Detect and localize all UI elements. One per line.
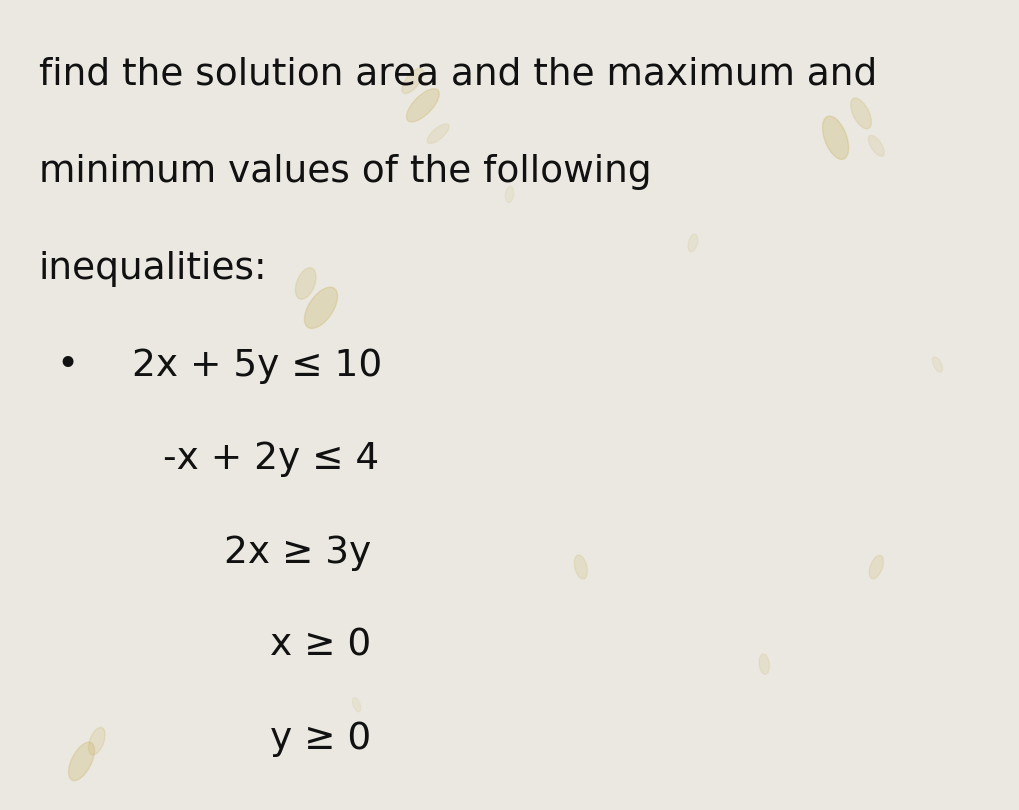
Ellipse shape bbox=[575, 555, 587, 579]
Ellipse shape bbox=[932, 357, 943, 372]
Text: y ≥ 0: y ≥ 0 bbox=[270, 721, 371, 757]
Text: inequalities:: inequalities: bbox=[39, 251, 267, 287]
Text: minimum values of the following: minimum values of the following bbox=[39, 154, 651, 190]
Ellipse shape bbox=[505, 186, 514, 202]
Ellipse shape bbox=[89, 727, 105, 755]
Text: -x + 2y ≤ 4: -x + 2y ≤ 4 bbox=[163, 441, 379, 477]
Ellipse shape bbox=[759, 654, 769, 674]
Text: 2x + 5y ≤ 10: 2x + 5y ≤ 10 bbox=[132, 348, 383, 384]
Ellipse shape bbox=[868, 135, 884, 156]
Ellipse shape bbox=[869, 555, 883, 579]
Ellipse shape bbox=[68, 742, 95, 781]
Ellipse shape bbox=[427, 124, 449, 143]
Ellipse shape bbox=[296, 268, 316, 299]
Ellipse shape bbox=[851, 98, 871, 129]
Ellipse shape bbox=[353, 697, 361, 712]
Text: •: • bbox=[56, 348, 78, 384]
Text: x ≥ 0: x ≥ 0 bbox=[270, 628, 371, 663]
Text: find the solution area and the maximum and: find the solution area and the maximum a… bbox=[39, 57, 877, 92]
Ellipse shape bbox=[688, 234, 698, 252]
Ellipse shape bbox=[305, 288, 337, 328]
Ellipse shape bbox=[407, 89, 439, 122]
Ellipse shape bbox=[401, 68, 424, 94]
Ellipse shape bbox=[822, 116, 849, 160]
Text: 2x ≥ 3y: 2x ≥ 3y bbox=[224, 535, 372, 570]
